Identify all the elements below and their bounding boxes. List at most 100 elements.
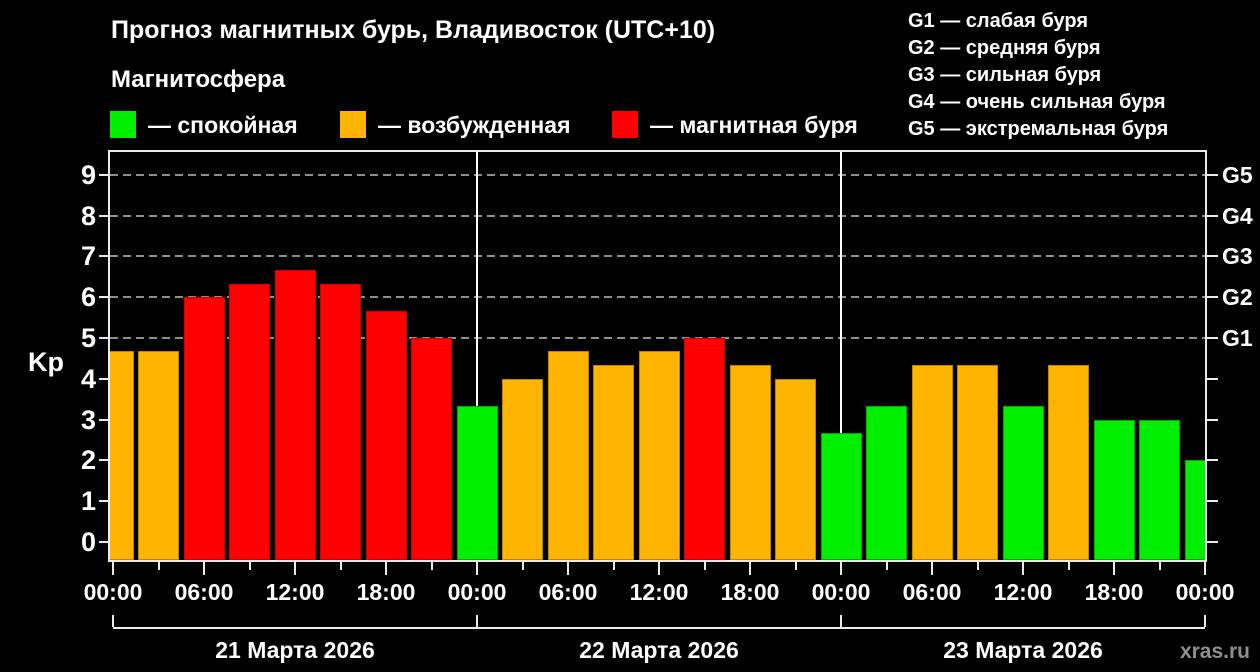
x-axis-minor-tick bbox=[703, 562, 706, 570]
kp-bar bbox=[684, 338, 725, 560]
date-label: 23 Марта 2026 bbox=[943, 637, 1103, 663]
g-axis-label: G5 bbox=[1222, 161, 1253, 188]
x-axis-major-tick bbox=[749, 562, 751, 575]
kp-bar bbox=[1048, 365, 1089, 560]
x-axis-major-tick bbox=[385, 562, 387, 575]
y-axis-label: 6 bbox=[80, 282, 96, 313]
x-axis-major-tick bbox=[931, 562, 933, 575]
day-boundary-line bbox=[840, 152, 842, 560]
kp-bar bbox=[866, 406, 907, 560]
unsettled-swatch-icon bbox=[340, 111, 366, 138]
g3-legend-line: G3 — сильная буря bbox=[908, 64, 1102, 86]
date-label: 21 Марта 2026 bbox=[215, 637, 375, 663]
kp-bar bbox=[183, 297, 225, 560]
y-axis-label: 8 bbox=[80, 200, 96, 231]
storm-legend-label: — магнитная буря bbox=[650, 112, 858, 138]
x-axis-minor-tick bbox=[339, 562, 342, 570]
date-bracket-tick bbox=[1204, 615, 1206, 627]
right-axis-tick bbox=[1207, 377, 1218, 380]
storm-swatch-icon bbox=[612, 111, 638, 138]
x-axis-time-label: 18:00 bbox=[720, 579, 780, 605]
x-axis-time-label: 06:00 bbox=[902, 579, 962, 605]
kp-bar bbox=[138, 351, 179, 560]
x-axis-major-tick bbox=[203, 562, 205, 575]
kp-bar bbox=[638, 351, 680, 560]
x-axis-major-tick bbox=[476, 562, 478, 575]
gridline-kp7 bbox=[110, 255, 1205, 258]
x-axis-time-label: 18:00 bbox=[356, 579, 416, 605]
x-axis-major-tick bbox=[112, 562, 114, 575]
g-axis-label: G3 bbox=[1222, 243, 1253, 270]
kp-bar bbox=[502, 378, 543, 560]
chart-title: Прогноз магнитных бурь, Владивосток (UTC… bbox=[111, 16, 716, 44]
day-boundary-line bbox=[476, 152, 478, 560]
plot-area bbox=[108, 150, 1207, 562]
kp-bar bbox=[411, 338, 452, 560]
gridline-kp5 bbox=[110, 337, 1205, 339]
kp-bar bbox=[274, 269, 316, 560]
kp-bar bbox=[1002, 406, 1044, 560]
kp-bar bbox=[957, 365, 998, 560]
kp-bar bbox=[229, 283, 270, 560]
y-axis-label: 9 bbox=[80, 159, 96, 190]
x-axis-time-label: 00:00 bbox=[83, 579, 143, 605]
g1-legend-line: G1 — слабая буря bbox=[908, 10, 1089, 32]
g2-legend-line: G2 — средняя буря bbox=[908, 37, 1101, 59]
x-axis-time-label: 00:00 bbox=[447, 579, 507, 605]
unsettled-legend-label: — возбужденная bbox=[378, 112, 571, 138]
x-axis-minor-tick bbox=[157, 562, 160, 570]
x-axis-minor-tick bbox=[885, 562, 888, 570]
g-axis-label: G4 bbox=[1222, 202, 1253, 229]
kp-bar bbox=[1139, 419, 1180, 560]
x-axis-major-tick bbox=[658, 562, 660, 575]
right-axis-tick bbox=[1207, 337, 1218, 339]
kp-bar bbox=[1093, 419, 1135, 560]
g-scale-legend: G1 — слабая буря G2 — средняя буря G3 — … bbox=[908, 8, 1168, 143]
y-axis-label: 7 bbox=[80, 241, 96, 272]
x-axis-time-label: 12:00 bbox=[993, 579, 1053, 605]
x-axis-major-tick bbox=[294, 562, 296, 575]
x-axis-time-label: 12:00 bbox=[629, 579, 689, 605]
kp-bar bbox=[456, 406, 498, 560]
x-axis-major-tick bbox=[1113, 562, 1115, 575]
x-axis-time-label: 00:00 bbox=[811, 579, 871, 605]
g-axis-label: G1 bbox=[1222, 325, 1253, 351]
x-axis-major-tick bbox=[567, 562, 569, 575]
date-bracket-tick bbox=[112, 615, 114, 627]
g5-legend-line: G5 — экстремальная буря bbox=[908, 118, 1169, 140]
gridline-kp8 bbox=[110, 214, 1205, 217]
right-axis-tick bbox=[1207, 214, 1218, 217]
right-axis-tick bbox=[1207, 541, 1218, 543]
x-axis-time-label: 06:00 bbox=[538, 579, 598, 605]
date-bracket-tick bbox=[840, 615, 842, 627]
y-axis-label: 0 bbox=[80, 527, 96, 557]
x-axis-minor-tick bbox=[521, 562, 524, 570]
x-axis-time-label: 00:00 bbox=[1175, 579, 1235, 605]
magnetosphere-label: Магнитосфера bbox=[111, 66, 286, 93]
y-axis-label: 1 bbox=[80, 486, 96, 517]
kp-bar bbox=[775, 378, 816, 560]
x-axis-time-label: 12:00 bbox=[265, 579, 325, 605]
x-axis-minor-tick bbox=[248, 562, 251, 570]
kp-bar bbox=[110, 351, 134, 560]
x-axis-major-tick bbox=[840, 562, 842, 575]
kp-bar bbox=[365, 310, 407, 560]
right-axis-tick bbox=[1207, 459, 1218, 462]
gridline-kp9 bbox=[110, 173, 1205, 176]
x-axis-minor-tick bbox=[612, 562, 615, 570]
x-axis-major-tick bbox=[1022, 562, 1024, 575]
right-axis-tick bbox=[1207, 255, 1218, 258]
x-axis-minor-tick bbox=[1067, 562, 1070, 570]
kp-bar bbox=[1184, 460, 1205, 560]
g4-legend-line: G4 — очень сильная буря bbox=[908, 91, 1166, 113]
x-axis-major-tick bbox=[1204, 562, 1206, 575]
kp-bar bbox=[820, 433, 862, 560]
g-axis-label: G2 bbox=[1222, 284, 1253, 311]
quiet-legend-label: — спокойная bbox=[148, 112, 298, 138]
date-bracket-line bbox=[113, 627, 1205, 629]
date-label: 22 Марта 2026 bbox=[579, 637, 739, 663]
kp-bar bbox=[547, 351, 589, 560]
y-axis-label: 2 bbox=[80, 445, 96, 476]
date-bracket-tick bbox=[476, 615, 478, 627]
